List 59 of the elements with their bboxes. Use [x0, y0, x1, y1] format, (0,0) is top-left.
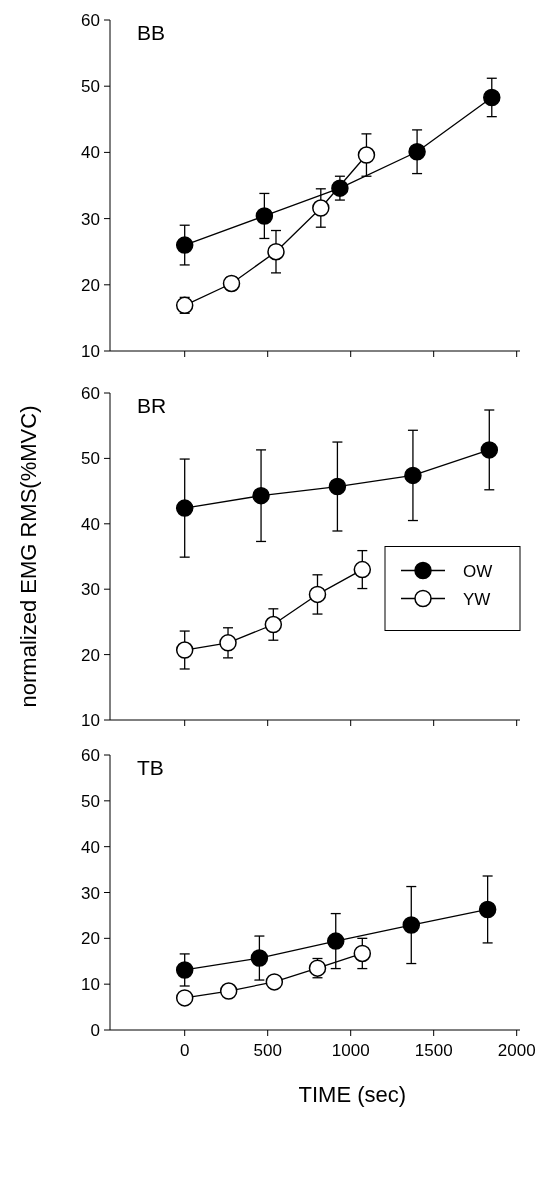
point — [312, 199, 330, 217]
point — [219, 982, 238, 1000]
point — [250, 949, 269, 967]
y-tick-label: 50 — [81, 77, 100, 97]
legend-label: YW — [463, 589, 491, 609]
y-tick-label: 30 — [81, 580, 100, 600]
point — [353, 944, 372, 963]
point — [175, 499, 194, 517]
y-tick-label: 10 — [81, 342, 100, 361]
point — [308, 585, 327, 604]
point — [357, 146, 376, 164]
y-tick-label: 60 — [81, 384, 100, 403]
y-tick-label: 30 — [81, 883, 100, 903]
point — [480, 441, 499, 459]
legend-label: OW — [463, 561, 493, 581]
point — [408, 142, 426, 161]
point — [267, 242, 285, 261]
chart-title: BR — [137, 394, 167, 417]
y-tick-label: 60 — [81, 746, 100, 765]
y-tick-label: 40 — [81, 143, 100, 163]
point — [327, 932, 345, 950]
y-tick-label: 50 — [81, 791, 100, 811]
y-tick-label: 20 — [81, 275, 100, 295]
point — [219, 634, 237, 652]
x-tick-label: 500 — [253, 1041, 282, 1060]
y-tick-label: 40 — [81, 837, 100, 857]
point — [328, 477, 347, 496]
point — [483, 88, 501, 107]
point — [175, 961, 194, 979]
point — [255, 207, 274, 225]
chart-title: TB — [137, 756, 164, 779]
y-axis-title: normalized EMG RMS(%MVC) — [16, 405, 41, 708]
point — [402, 916, 421, 934]
point — [264, 615, 283, 634]
point — [353, 560, 372, 579]
y-tick-label: 30 — [81, 209, 100, 229]
point — [175, 296, 194, 315]
y-tick-label: 20 — [81, 929, 100, 949]
x-axis-title: TIME (sec) — [298, 1082, 407, 1107]
point — [404, 466, 422, 485]
y-tick-label: 0 — [90, 1021, 100, 1040]
y-tick-label: 10 — [81, 711, 100, 730]
chart-title: BB — [137, 21, 166, 44]
y-tick-label: 40 — [81, 514, 100, 534]
y-tick-label: 10 — [81, 975, 100, 995]
point — [175, 641, 194, 659]
point — [222, 274, 241, 293]
x-tick-label: 2000 — [497, 1041, 536, 1060]
point — [252, 486, 270, 505]
x-tick-label: 1500 — [414, 1041, 453, 1060]
point — [478, 900, 497, 919]
y-tick-label: 60 — [81, 11, 100, 30]
point — [265, 973, 284, 991]
y-tick-label: 50 — [81, 449, 100, 469]
y-tick-label: 20 — [81, 645, 100, 665]
x-tick-label: 0 — [179, 1041, 190, 1060]
point — [175, 236, 194, 254]
point — [175, 989, 194, 1007]
x-tick-label: 1000 — [331, 1041, 370, 1060]
